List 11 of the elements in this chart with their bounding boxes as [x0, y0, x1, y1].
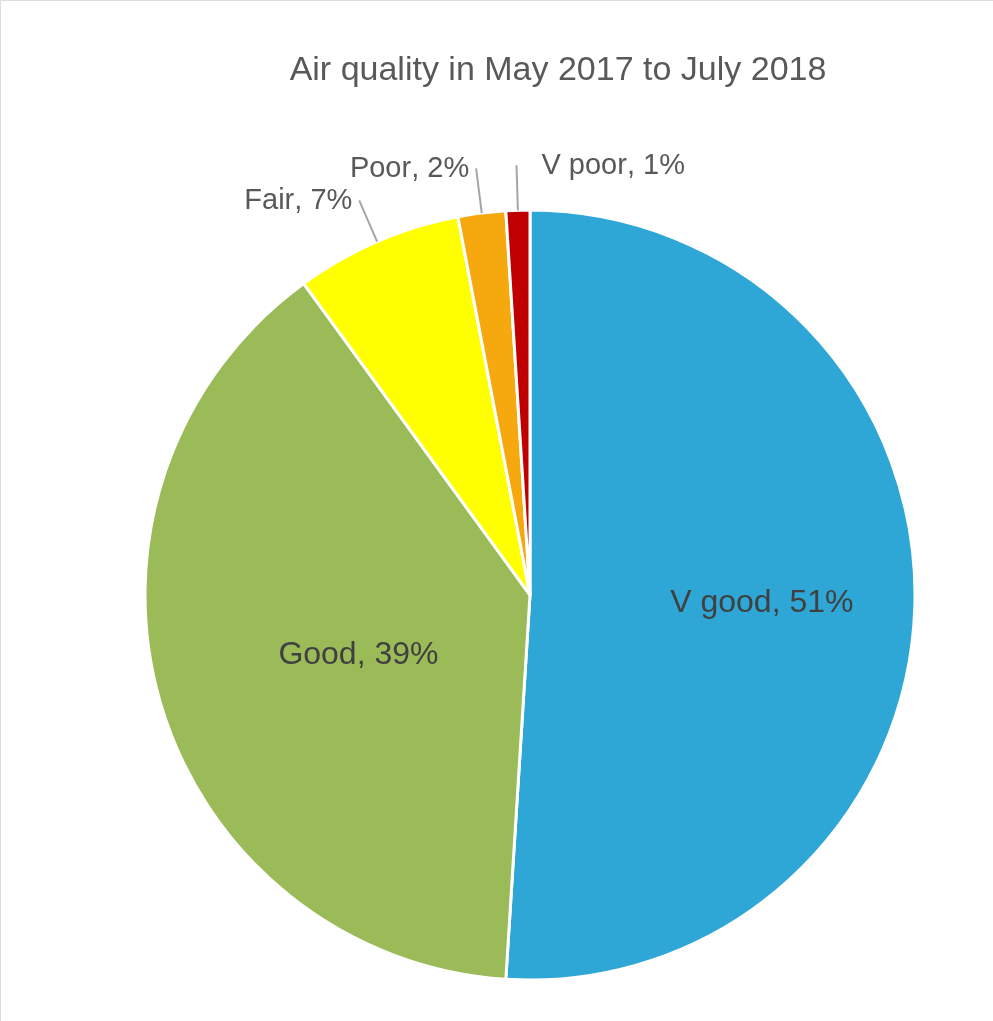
data-label: , 1% [626, 148, 685, 181]
slice-label: V poor [541, 148, 628, 181]
slice-label: Poor [349, 151, 412, 184]
chart-title: Air quality in May 2017 to July 2018 [289, 49, 827, 87]
data-label: , 51% [771, 582, 854, 619]
slice-label: Fair [244, 183, 295, 216]
data-label: , 2% [411, 151, 470, 184]
data-label: , 39% [356, 635, 439, 672]
slice-label: Good [278, 635, 357, 672]
slice-label: V good [670, 582, 772, 619]
data-label: , 7% [294, 183, 353, 216]
